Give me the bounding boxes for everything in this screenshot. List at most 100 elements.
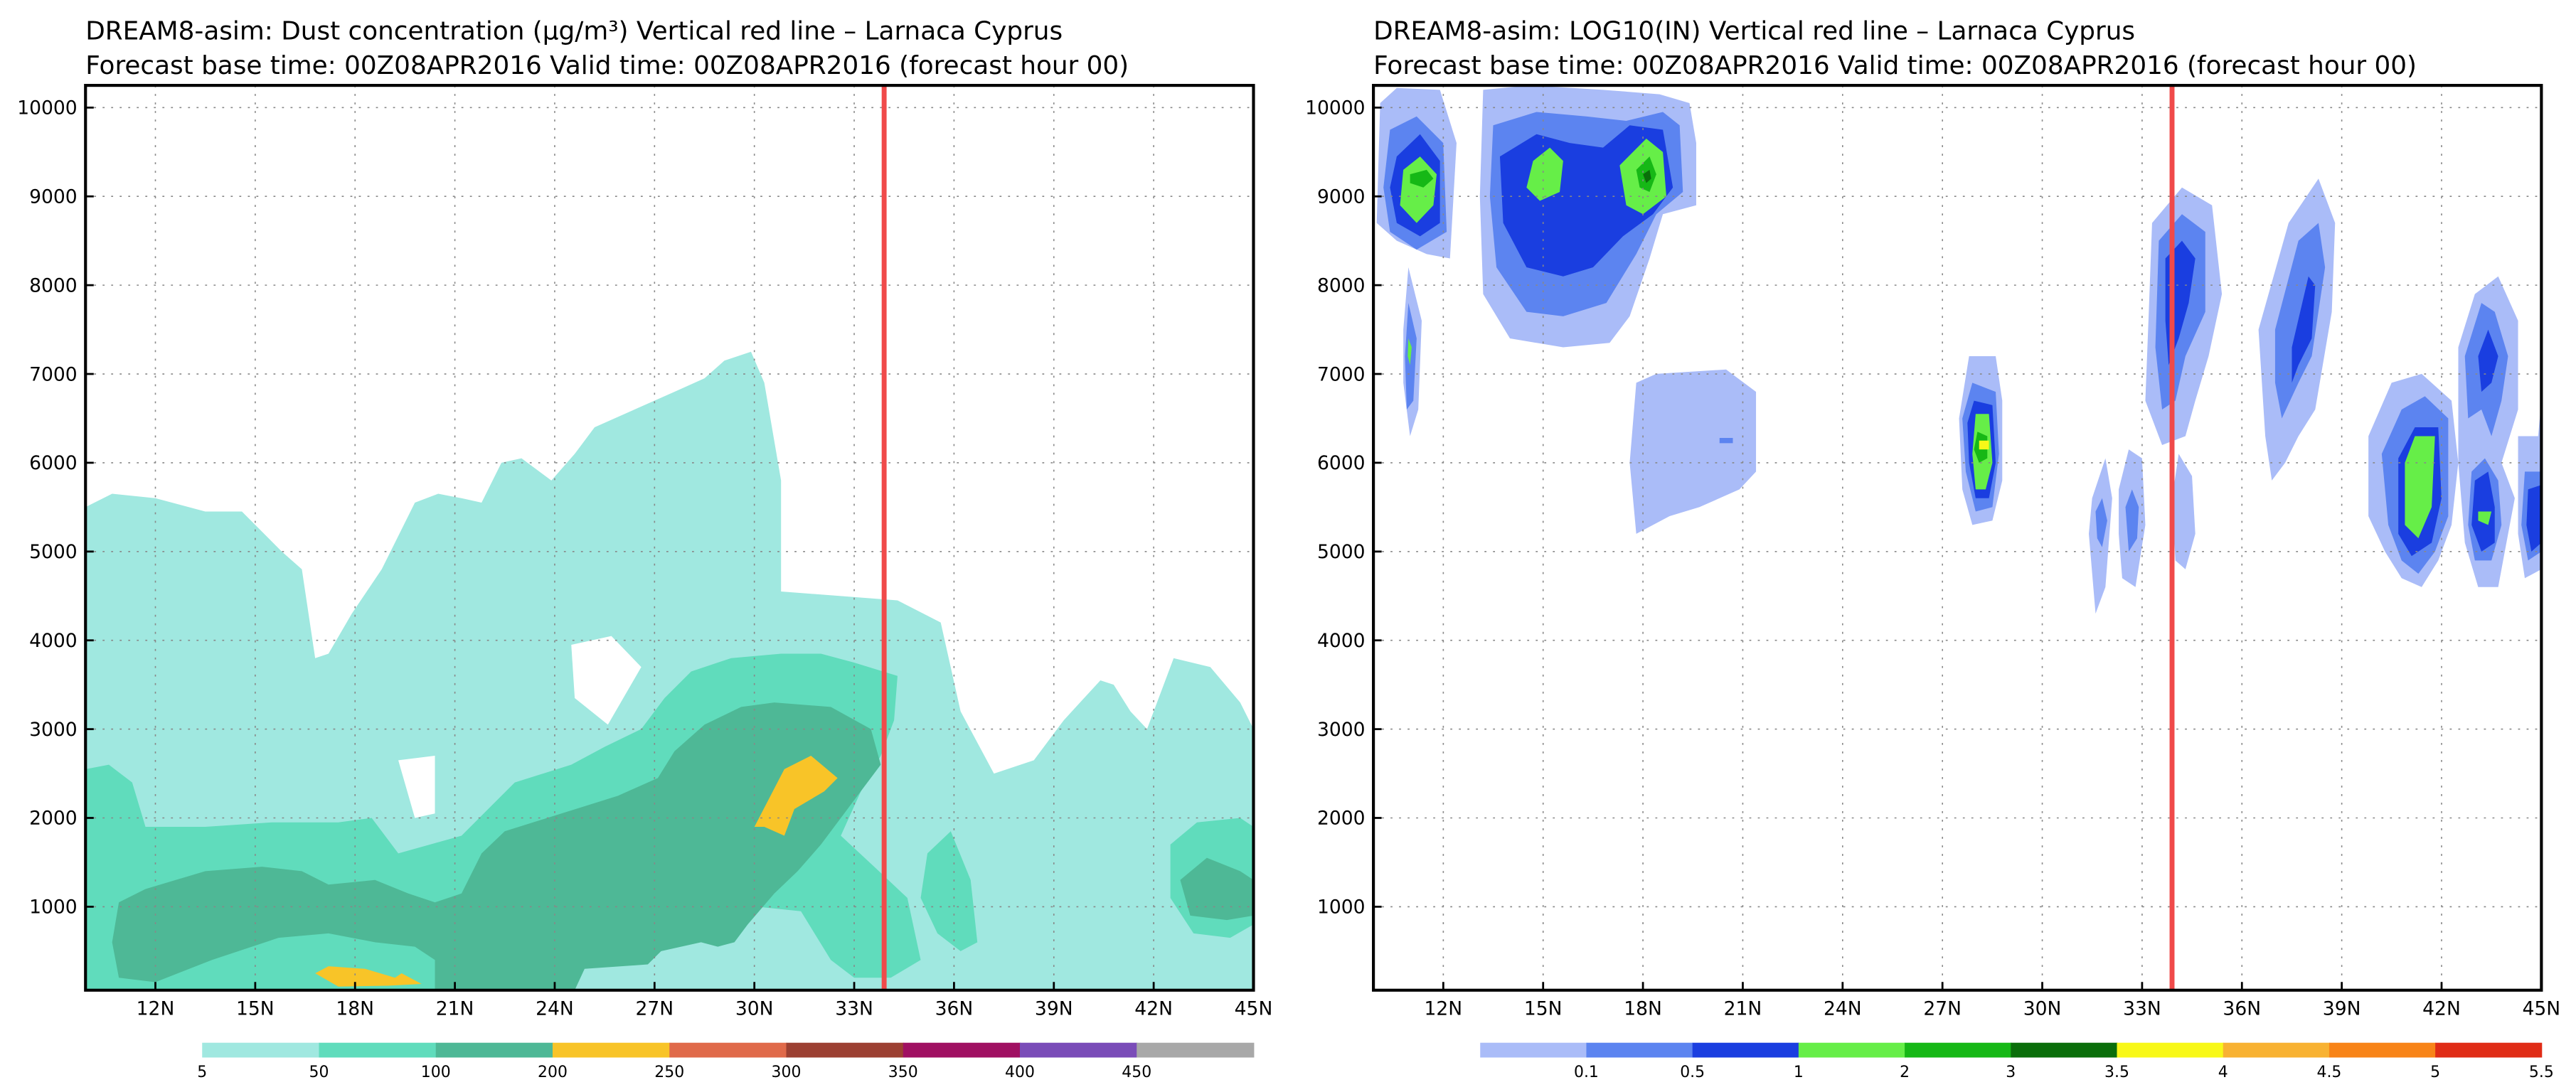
- left-legend-label-0: 5: [197, 1064, 207, 1081]
- right-contour-region-37: [2405, 436, 2435, 539]
- left-y-tick-label-0: 1000: [29, 896, 78, 919]
- right-x-tick-label-0: 12N: [1425, 997, 1463, 1019]
- right-legend-swatch-5: [2011, 1042, 2118, 1058]
- right-contour-region-8: [1526, 147, 1563, 201]
- left-y-tick-label-6: 7000: [29, 363, 78, 385]
- left-y-tick-label-9: 10000: [17, 97, 77, 119]
- right-y-tick-label-3: 4000: [1317, 630, 1366, 652]
- left-legend-swatch-8: [1137, 1042, 1255, 1058]
- left-y-tick-label-3: 4000: [29, 630, 78, 652]
- right-y-tick-label-7: 8000: [1317, 274, 1366, 296]
- right-x-tick-label-8: 36N: [2223, 997, 2261, 1019]
- left-y-tick-label-4: 5000: [29, 541, 78, 563]
- right-x-tick-label-3: 21N: [1724, 997, 1762, 1019]
- left-contour-region-2: [112, 702, 881, 990]
- dust-concentration-panel: DREAM8-asim: Dust concentration (µg/m³) …: [17, 16, 1272, 1081]
- left-y-tick-label-2: 3000: [29, 719, 78, 741]
- left-legend-label-6: 350: [888, 1064, 918, 1081]
- right-y-tick-label-5: 6000: [1317, 452, 1366, 474]
- right-x-tick-label-6: 30N: [2023, 997, 2062, 1019]
- left-contour-fills: [85, 351, 1254, 990]
- right-contour-region-16: [1719, 438, 1733, 444]
- right-contour-region-30: [2172, 454, 2196, 569]
- right-contour-region-15: [1629, 369, 1757, 534]
- left-y-tick-label-5: 6000: [29, 452, 78, 474]
- left-legend-label-1: 50: [309, 1064, 329, 1081]
- right-plot-frame: [1372, 84, 2543, 992]
- left-legend-swatch-6: [903, 1042, 1021, 1058]
- right-x-tick-label-1: 15N: [1524, 997, 1563, 1019]
- right-axis-ticks: 12N 15N 18N 21N 24N 27N 30N 33N 36N 39N 42N 45N 1000…: [1305, 97, 2560, 1020]
- right-legend-label-0: 0.1: [1574, 1064, 1599, 1081]
- right-x-tick-label-2: 18N: [1624, 997, 1662, 1019]
- left-contour-region-9: [398, 755, 435, 818]
- right-legend-label-4: 3: [2006, 1064, 2016, 1081]
- left-x-tick-label-0: 12N: [137, 997, 175, 1019]
- right-legend-label-5: 3.5: [2104, 1064, 2129, 1081]
- left-legend-swatch-2: [435, 1042, 553, 1058]
- right-contour-region-40: [2478, 329, 2498, 392]
- left-legend-label-5: 300: [772, 1064, 802, 1081]
- right-x-tick-label-7: 33N: [2123, 997, 2161, 1019]
- left-x-tick-label-6: 30N: [735, 997, 774, 1019]
- left-x-tick-label-8: 36N: [935, 997, 974, 1019]
- left-x-tick-label-2: 18N: [336, 997, 374, 1019]
- left-legend-swatch-7: [1019, 1042, 1138, 1058]
- right-legend-label-3: 2: [1900, 1064, 1910, 1081]
- left-chart-title: DREAM8-asim: Dust concentration (µg/m³) …: [85, 16, 1063, 46]
- right-y-tick-label-9: 10000: [1305, 97, 1365, 119]
- right-legend-swatch-3: [1798, 1042, 1906, 1058]
- left-contour-region-4: [315, 966, 422, 987]
- right-colorbar-legend: 0.1 0.5 1 2 3 3.5 4 4.5 5 5.5: [1480, 1042, 2554, 1081]
- right-legend-label-9: 5.5: [2529, 1064, 2554, 1081]
- left-chart-subtitle: Forecast base time: 00Z08APR2016 Valid t…: [85, 51, 1129, 80]
- right-y-tick-label-1: 2000: [1317, 808, 1366, 830]
- left-legend-swatch-3: [552, 1042, 671, 1058]
- left-legend-swatch-4: [669, 1042, 787, 1058]
- log10-in-panel: DREAM8-asim: LOG10(IN) Vertical red line…: [1305, 16, 2560, 1081]
- left-colorbar-legend: 5 50 100 200 250 300 350 400 450: [197, 1042, 1255, 1081]
- left-x-tick-label-5: 27N: [635, 997, 674, 1019]
- left-plot-frame: [84, 84, 1255, 992]
- right-x-tick-label-9: 39N: [2323, 997, 2361, 1019]
- left-legend-label-7: 400: [1005, 1064, 1035, 1081]
- right-y-tick-label-0: 1000: [1317, 896, 1366, 919]
- right-chart-title: DREAM8-asim: LOG10(IN) Vertical red line…: [1373, 16, 2135, 46]
- right-legend-swatch-4: [1905, 1042, 2012, 1058]
- right-contour-region-14: [1407, 338, 1412, 365]
- left-contour-region-3: [754, 755, 838, 836]
- left-legend-label-4: 250: [654, 1064, 684, 1081]
- right-contour-region-46: [2526, 485, 2542, 552]
- right-x-tick-label-10: 42N: [2422, 997, 2461, 1019]
- left-x-tick-label-11: 45N: [1235, 997, 1273, 1019]
- right-contour-region-26: [2125, 489, 2139, 552]
- left-x-tick-label-3: 21N: [436, 997, 474, 1019]
- right-legend-swatch-6: [2117, 1042, 2224, 1058]
- right-legend-label-8: 5: [2430, 1064, 2440, 1081]
- right-contour-fills: [1376, 85, 2542, 614]
- right-contour-region-22: [1979, 440, 1989, 450]
- right-y-tick-label-4: 5000: [1317, 541, 1366, 563]
- right-contour-region-33: [2292, 276, 2316, 383]
- left-x-tick-label-7: 33N: [835, 997, 873, 1019]
- right-y-tick-label-6: 7000: [1317, 363, 1366, 385]
- right-legend-label-2: 1: [1794, 1064, 1804, 1081]
- left-contour-region-7: [920, 831, 978, 951]
- right-legend-swatch-8: [2328, 1042, 2437, 1058]
- left-y-tick-label-1: 2000: [29, 808, 78, 830]
- right-y-tick-label-8: 9000: [1317, 186, 1366, 208]
- left-x-tick-label-1: 15N: [236, 997, 275, 1019]
- left-y-tick-label-8: 9000: [29, 186, 78, 208]
- left-legend-swatch-1: [319, 1042, 437, 1058]
- right-legend-label-7: 4.5: [2316, 1064, 2341, 1081]
- left-x-tick-label-9: 39N: [1035, 997, 1073, 1019]
- left-x-tick-label-10: 42N: [1134, 997, 1173, 1019]
- left-legend-label-2: 100: [421, 1064, 451, 1081]
- left-legend-label-3: 200: [538, 1064, 568, 1081]
- left-legend-swatch-0: [202, 1042, 320, 1058]
- right-y-tick-label-2: 3000: [1317, 719, 1366, 741]
- right-contour-region-24: [2095, 498, 2107, 547]
- right-chart-subtitle: Forecast base time: 00Z08APR2016 Valid t…: [1373, 51, 2417, 80]
- right-legend-swatch-0: [1480, 1042, 1587, 1058]
